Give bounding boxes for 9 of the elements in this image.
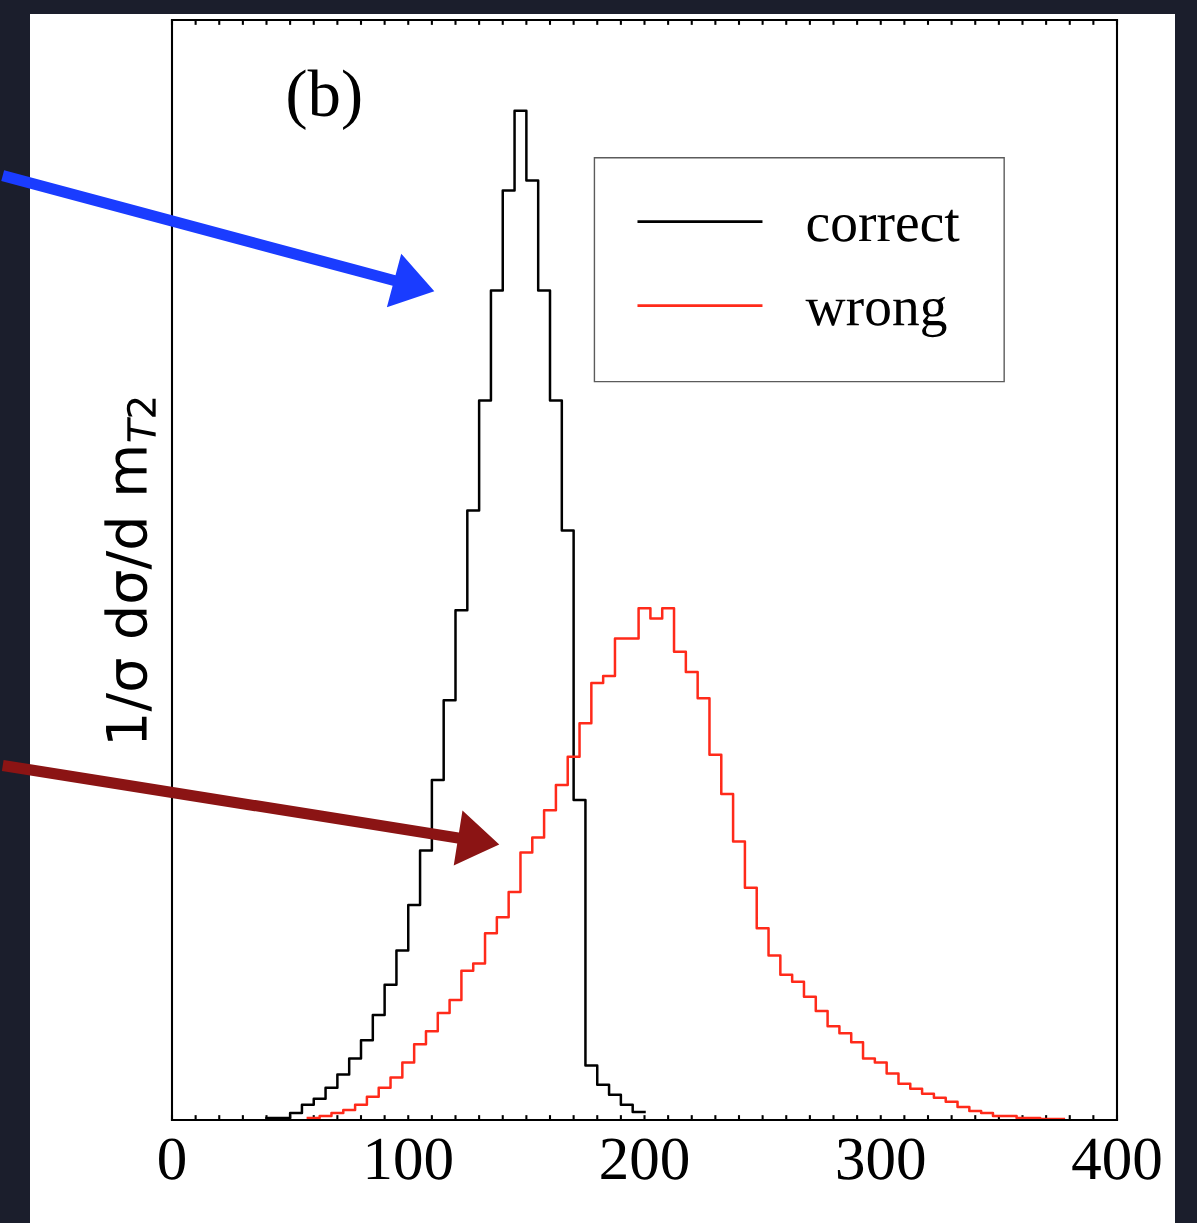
x-tick-label: 300 bbox=[837, 1138, 925, 1180]
x-tick-label: 200 bbox=[601, 1138, 688, 1180]
x-tick-label: 0 bbox=[159, 1138, 185, 1180]
legend-label: wrong bbox=[805, 296, 947, 338]
annotation: (b) bbox=[288, 69, 361, 130]
x-tick-label: 100 bbox=[367, 1138, 452, 1180]
x-tick-label: 400 bbox=[1072, 1138, 1161, 1180]
y-axis-title: 1/σ dσ/d m$_{T2}$ bbox=[104, 398, 156, 741]
legend-label: correct bbox=[807, 209, 960, 242]
